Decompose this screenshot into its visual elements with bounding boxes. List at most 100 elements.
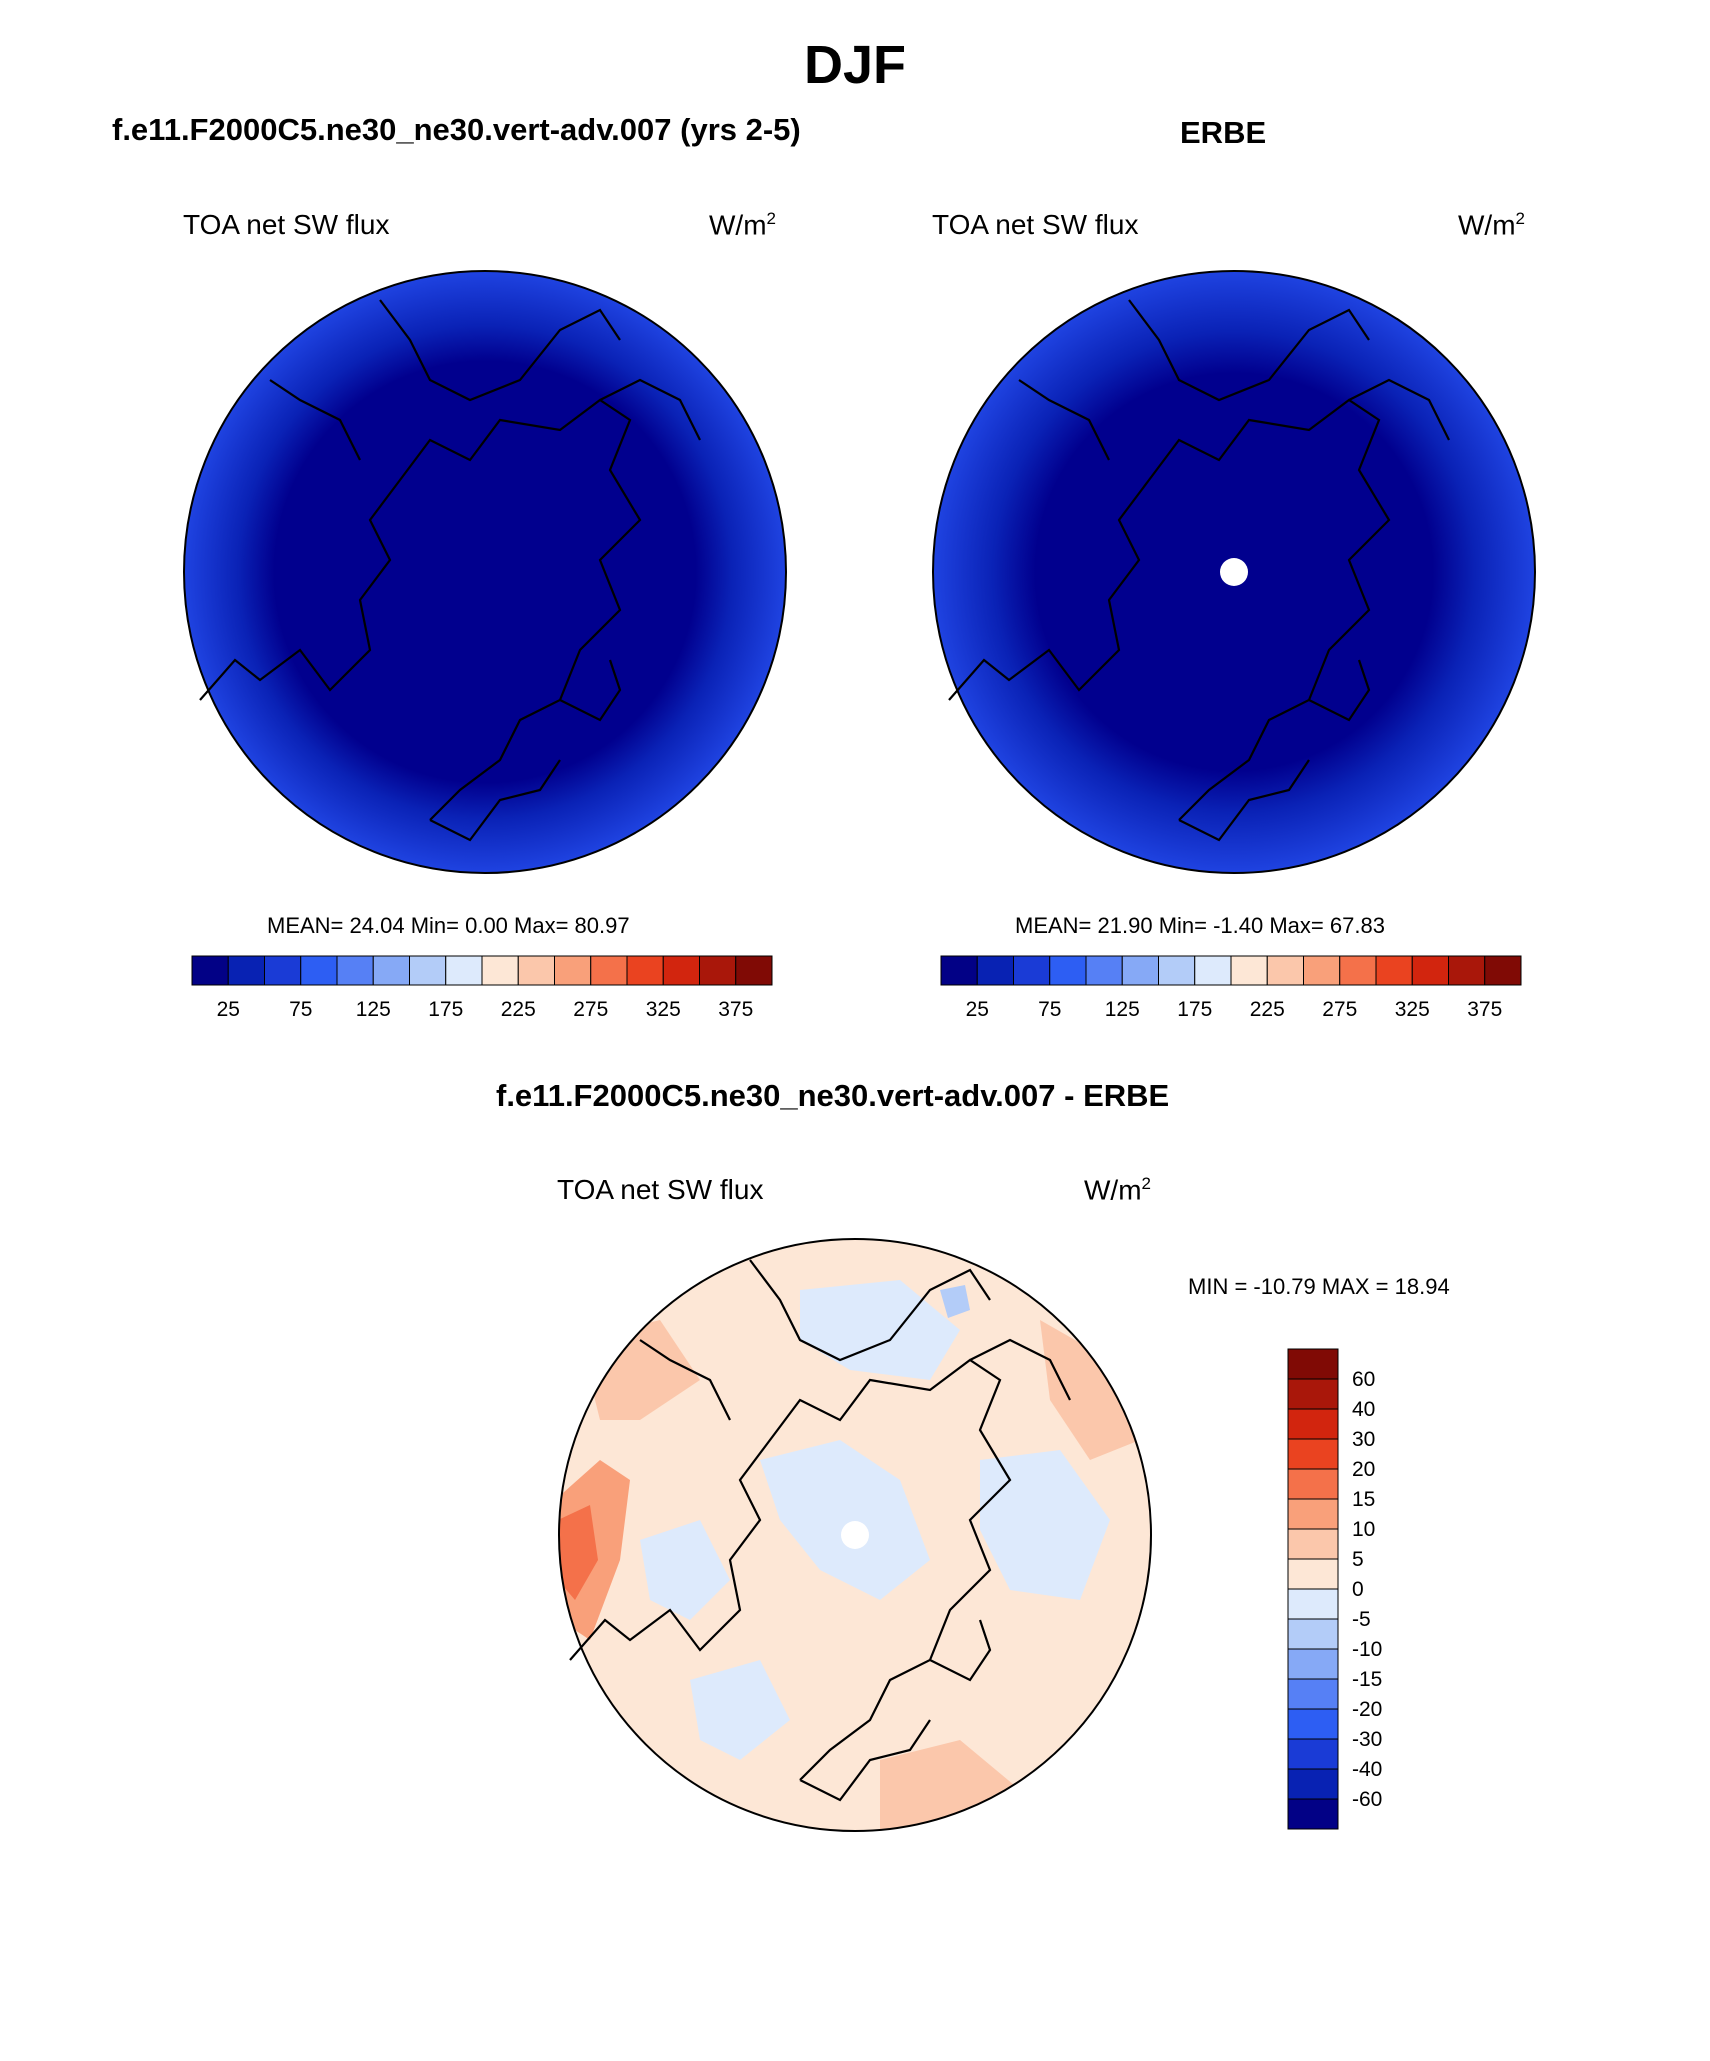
panel-1-colorbar-tick-label: 375 (718, 998, 753, 1021)
panel-1-colorbar-box-8 (481, 955, 519, 986)
panel-2-colorbar-box-8 (1230, 955, 1268, 986)
difference-colorbar-tick-label: -20 (1352, 1698, 1382, 1721)
panel-1-colorbar-box-5 (372, 955, 410, 986)
panel-2-variable: TOA net SW flux (932, 209, 1139, 240)
difference-colorbar-box-9 (1287, 1618, 1339, 1650)
panel-2-colorbar-box-3 (1049, 955, 1087, 986)
difference-colorbar-box-3 (1287, 1438, 1339, 1470)
panel-2-colorbar-box-9 (1266, 955, 1304, 986)
difference-colorbar-box-11 (1287, 1678, 1339, 1710)
panel-2-colorbar-box-11 (1339, 955, 1377, 986)
difference-colorbar-tick-label: -30 (1352, 1728, 1382, 1751)
panel-2-rim (932, 270, 1536, 874)
panel-2-units: W/m2 (1458, 209, 1525, 241)
panel-1-colorbar-box-15 (735, 955, 773, 986)
difference-rim (558, 1238, 1152, 1832)
panel-1-field (184, 271, 786, 873)
panel-2-colorbar-box-15 (1484, 955, 1522, 986)
panel-1-colorbar-box-10 (554, 955, 592, 986)
difference-colorbar-tick-label: -15 (1352, 1668, 1382, 1691)
difference-stats: MIN = -10.79 MAX = 18.94 (1188, 1274, 1450, 1299)
panel-2-colorbar-tick-label: 225 (1250, 998, 1285, 1021)
panel-1-colorbar-box-12 (626, 955, 664, 986)
difference-colorbar-tick-label: 20 (1352, 1458, 1375, 1481)
anomaly-negative-southwest (690, 1660, 790, 1760)
difference-colorbar-box-14 (1287, 1768, 1339, 1800)
panel-1-colorbar-box-7 (445, 955, 483, 986)
panel-2-colorbar-tick-label: 325 (1395, 998, 1430, 1021)
anomaly-negative-west (640, 1520, 730, 1620)
panel-2-colorbar-box-1 (976, 955, 1014, 986)
panel-1-colorbar-tick-label: 225 (501, 998, 536, 1021)
difference-colorbar-tick-label: -5 (1352, 1608, 1371, 1631)
panel-2-colorbar-box-7 (1194, 955, 1232, 986)
panel-2-colorbar-box-5 (1121, 955, 1159, 986)
panel-2-colorbar-box-6 (1158, 955, 1196, 986)
anomaly-negative-ne-small (940, 1285, 970, 1318)
panel-1-colorbar-box-6 (409, 955, 447, 986)
difference-coastlines (569, 1259, 1071, 1802)
difference-colorbar-tick-label: -10 (1352, 1638, 1382, 1661)
figure-title: DJF (803, 35, 906, 95)
anomaly-positive-northeast (1040, 1320, 1140, 1460)
panel-2-coastlines (948, 299, 1450, 842)
difference-anomalies (559, 1280, 1140, 1830)
difference-colorbar-tick-label: 5 (1352, 1548, 1364, 1571)
panel-2-map (932, 270, 1536, 874)
difference-colorbar-box-0 (1287, 1348, 1339, 1380)
panel-2-colorbar-box-2 (1013, 955, 1051, 986)
difference-colorbar-box-7 (1287, 1558, 1339, 1590)
panel-1-colorbar-box-2 (264, 955, 302, 986)
panel-2-colorbar-box-12 (1375, 955, 1413, 986)
panel-1-colorbar-tick-label: 275 (573, 998, 608, 1021)
difference-colorbar-box-4 (1287, 1468, 1339, 1500)
difference-variable: TOA net SW flux (557, 1174, 764, 1205)
panel-1-colorbar-box-0 (191, 955, 229, 986)
panel-2-colorbar-tick-label: 25 (966, 998, 989, 1021)
panel-1-rim (183, 270, 787, 874)
difference-title: f.e11.F2000C5.ne30_ne30.vert-adv.007 - E… (496, 1078, 1170, 1113)
panel-2-colorbar-box-10 (1303, 955, 1341, 986)
panel-1-colorbar-box-1 (227, 955, 265, 986)
difference-colorbar: 60 40 30 20 15 10 5 0 -5 -10 -15 -20 -30 -40 -60 (1287, 1348, 1382, 1830)
panel-2-title: ERBE (1180, 115, 1267, 150)
panel-2-missing-pole (1220, 558, 1248, 586)
panel-2-colorbar-box-13 (1411, 955, 1449, 986)
difference-colorbar-box-6 (1287, 1528, 1339, 1560)
difference-colorbar-box-2 (1287, 1408, 1339, 1440)
difference-colorbar-box-10 (1287, 1648, 1339, 1680)
panel-1-colorbar-tick-label: 125 (356, 998, 391, 1021)
panel-1-colorbar-box-4 (336, 955, 374, 986)
difference-missing-pole (841, 1521, 869, 1549)
difference-colorbar-tick-label: 40 (1352, 1398, 1375, 1421)
difference-colorbar-box-12 (1287, 1708, 1339, 1740)
difference-colorbar-tick-label: 30 (1352, 1428, 1375, 1451)
difference-colorbar-tick-label: 60 (1352, 1368, 1375, 1391)
panel-1-title: f.e11.F2000C5.ne30_ne30.vert-adv.007 (yr… (112, 112, 801, 147)
panel-1-colorbar-tick-label: 175 (428, 998, 463, 1021)
anomaly-positive-west-core (559, 1505, 598, 1600)
panel-1-units: W/m2 (709, 209, 776, 241)
difference-colorbar-box-1 (1287, 1378, 1339, 1410)
panel-1-colorbar-tick-label: 325 (646, 998, 681, 1021)
panel-1-stats: MEAN= 24.04 Min= 0.00 Max= 80.97 (267, 913, 630, 938)
difference-map (558, 1238, 1152, 1832)
difference-colorbar-tick-label: -60 (1352, 1788, 1382, 1811)
panel-2-colorbar-tick-label: 375 (1467, 998, 1502, 1021)
anomaly-negative-east (980, 1450, 1110, 1600)
panel-2-colorbar-tick-label: 75 (1038, 998, 1061, 1021)
panel-1-coastlines (199, 299, 701, 842)
panel-2-colorbar-tick-label: 275 (1322, 998, 1357, 1021)
panel-1-map (183, 270, 787, 874)
panel-2-stats: MEAN= 21.90 Min= -1.40 Max= 67.83 (1015, 913, 1385, 938)
anomaly-negative-center (760, 1440, 930, 1600)
panel-2-colorbar-tick-label: 125 (1105, 998, 1140, 1021)
panel-1-colorbar-tick-label: 75 (289, 998, 312, 1021)
difference-colorbar-tick-label: 15 (1352, 1488, 1375, 1511)
difference-colorbar-box-15 (1287, 1798, 1339, 1830)
panel-1-colorbar-box-13 (662, 955, 700, 986)
panel-2-colorbar-box-4 (1085, 955, 1123, 986)
difference-colorbar-box-13 (1287, 1738, 1339, 1770)
difference-units: W/m2 (1084, 1174, 1151, 1206)
